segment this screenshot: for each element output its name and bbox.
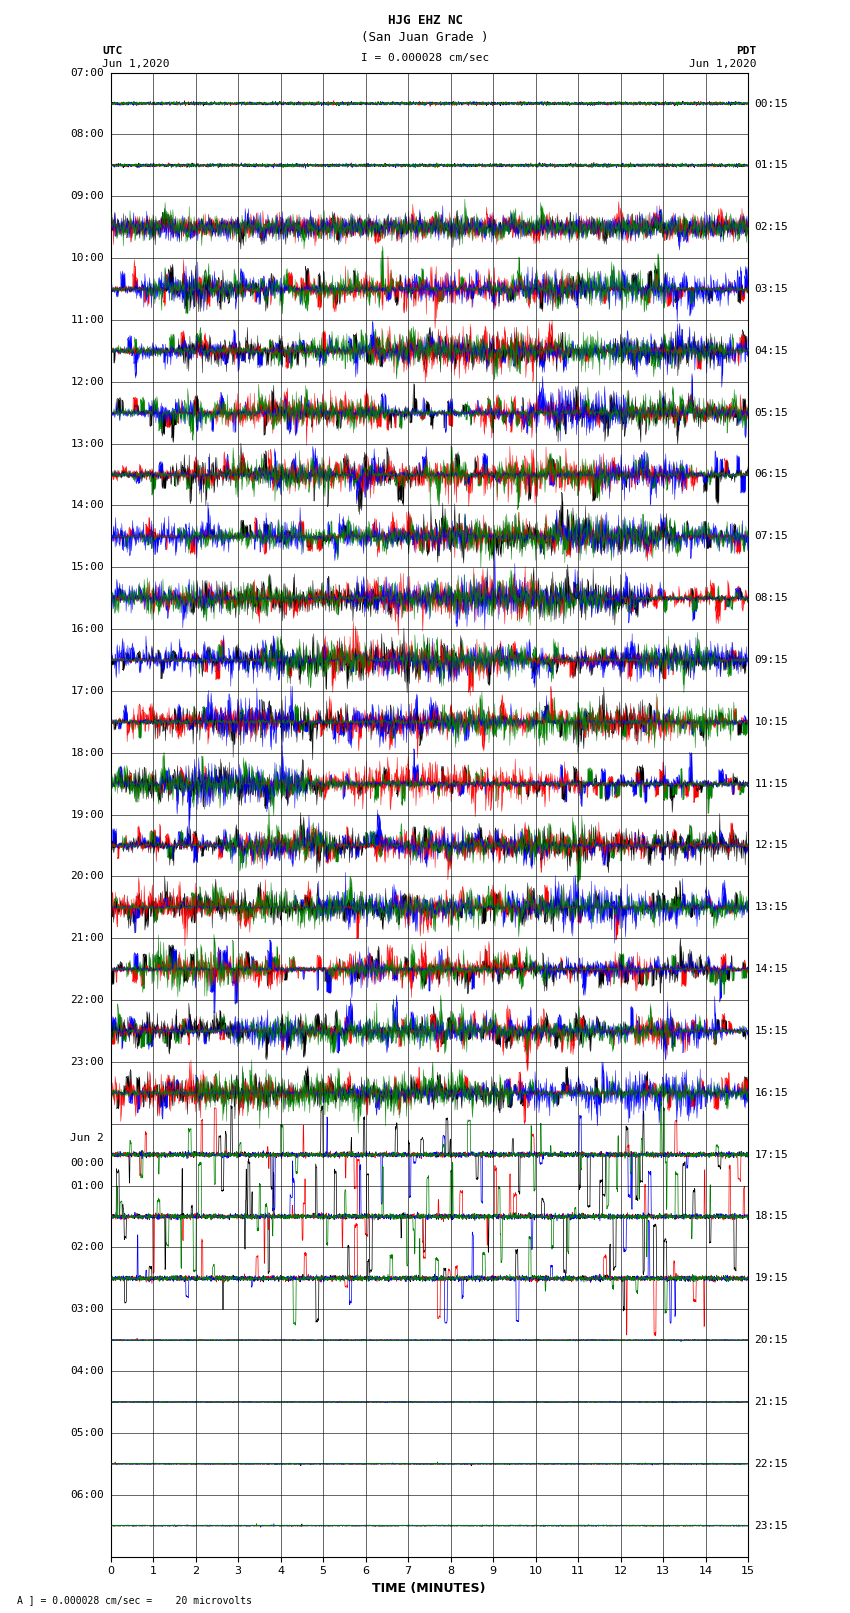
Text: 19:00: 19:00	[71, 810, 104, 819]
Text: 00:15: 00:15	[755, 98, 788, 108]
Text: 23:00: 23:00	[71, 1057, 104, 1066]
Text: (San Juan Grade ): (San Juan Grade )	[361, 31, 489, 44]
Text: 01:00: 01:00	[71, 1181, 104, 1190]
Text: 14:00: 14:00	[71, 500, 104, 510]
Text: 23:15: 23:15	[755, 1521, 788, 1531]
Text: Jun 2: Jun 2	[71, 1132, 104, 1144]
Text: 10:00: 10:00	[71, 253, 104, 263]
Text: UTC: UTC	[102, 47, 122, 56]
Text: 03:15: 03:15	[755, 284, 788, 294]
Text: 14:15: 14:15	[755, 965, 788, 974]
Text: Jun 1,2020: Jun 1,2020	[689, 60, 756, 69]
Text: 17:00: 17:00	[71, 686, 104, 695]
Text: 12:15: 12:15	[755, 840, 788, 850]
Text: 02:15: 02:15	[755, 223, 788, 232]
Text: HJG EHZ NC: HJG EHZ NC	[388, 15, 462, 27]
Text: 09:15: 09:15	[755, 655, 788, 665]
Text: 11:00: 11:00	[71, 315, 104, 324]
Text: 20:00: 20:00	[71, 871, 104, 881]
Text: 22:00: 22:00	[71, 995, 104, 1005]
Text: PDT: PDT	[736, 47, 756, 56]
Text: 11:15: 11:15	[755, 779, 788, 789]
Text: 08:15: 08:15	[755, 594, 788, 603]
Text: 13:00: 13:00	[71, 439, 104, 448]
Text: 20:15: 20:15	[755, 1336, 788, 1345]
Text: 07:00: 07:00	[71, 68, 104, 77]
Text: 19:15: 19:15	[755, 1273, 788, 1284]
Text: 21:15: 21:15	[755, 1397, 788, 1407]
Text: 01:15: 01:15	[755, 160, 788, 171]
Text: 04:15: 04:15	[755, 345, 788, 356]
Text: 05:15: 05:15	[755, 408, 788, 418]
Text: 13:15: 13:15	[755, 902, 788, 913]
Text: 07:15: 07:15	[755, 531, 788, 542]
Text: 10:15: 10:15	[755, 716, 788, 727]
Text: 16:15: 16:15	[755, 1087, 788, 1098]
Text: 18:15: 18:15	[755, 1211, 788, 1221]
Text: 06:00: 06:00	[71, 1490, 104, 1500]
Text: 04:00: 04:00	[71, 1366, 104, 1376]
Text: 09:00: 09:00	[71, 192, 104, 202]
X-axis label: TIME (MINUTES): TIME (MINUTES)	[372, 1582, 486, 1595]
Text: 22:15: 22:15	[755, 1458, 788, 1469]
Text: 16:00: 16:00	[71, 624, 104, 634]
Text: 05:00: 05:00	[71, 1428, 104, 1437]
Text: 12:00: 12:00	[71, 377, 104, 387]
Text: 17:15: 17:15	[755, 1150, 788, 1160]
Text: 02:00: 02:00	[71, 1242, 104, 1252]
Text: 00:00: 00:00	[71, 1158, 104, 1168]
Text: 08:00: 08:00	[71, 129, 104, 139]
Text: A ] = 0.000028 cm/sec =    20 microvolts: A ] = 0.000028 cm/sec = 20 microvolts	[17, 1595, 252, 1605]
Text: 18:00: 18:00	[71, 748, 104, 758]
Text: Jun 1,2020: Jun 1,2020	[102, 60, 169, 69]
Text: 06:15: 06:15	[755, 469, 788, 479]
Text: 21:00: 21:00	[71, 934, 104, 944]
Text: I = 0.000028 cm/sec: I = 0.000028 cm/sec	[361, 53, 489, 63]
Text: 15:00: 15:00	[71, 563, 104, 573]
Text: 03:00: 03:00	[71, 1305, 104, 1315]
Text: 15:15: 15:15	[755, 1026, 788, 1036]
